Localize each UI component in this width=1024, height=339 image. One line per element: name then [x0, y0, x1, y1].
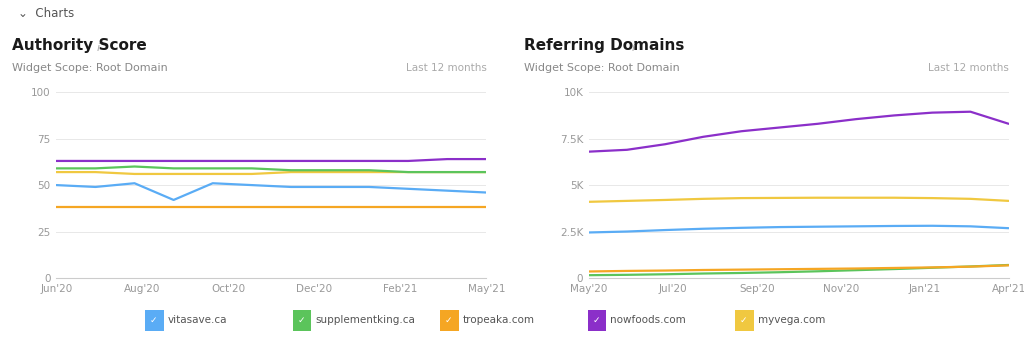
- Text: ✓: ✓: [592, 316, 600, 325]
- FancyBboxPatch shape: [293, 310, 311, 331]
- FancyBboxPatch shape: [588, 310, 606, 331]
- Text: myvega.com: myvega.com: [758, 315, 825, 325]
- Text: Authority Score: Authority Score: [12, 38, 147, 53]
- Text: Widget Scope: Root Domain: Widget Scope: Root Domain: [524, 63, 680, 73]
- Text: ✓: ✓: [150, 316, 158, 325]
- Text: ✓: ✓: [739, 316, 748, 325]
- FancyBboxPatch shape: [735, 310, 754, 331]
- Text: ✓: ✓: [297, 316, 305, 325]
- Text: supplementking.ca: supplementking.ca: [315, 315, 416, 325]
- Text: vitasave.ca: vitasave.ca: [168, 315, 227, 325]
- Text: i: i: [632, 43, 635, 53]
- Text: Widget Scope: Root Domain: Widget Scope: Root Domain: [12, 63, 168, 73]
- Text: Last 12 months: Last 12 months: [406, 63, 486, 73]
- Text: Last 12 months: Last 12 months: [928, 63, 1009, 73]
- FancyBboxPatch shape: [440, 310, 459, 331]
- FancyBboxPatch shape: [145, 310, 164, 331]
- Text: i: i: [96, 43, 99, 53]
- Text: ⌄  Charts: ⌄ Charts: [18, 7, 75, 20]
- Text: Referring Domains: Referring Domains: [524, 38, 685, 53]
- Text: ✓: ✓: [444, 316, 453, 325]
- Text: nowfoods.com: nowfoods.com: [610, 315, 686, 325]
- Text: tropeaka.com: tropeaka.com: [463, 315, 535, 325]
